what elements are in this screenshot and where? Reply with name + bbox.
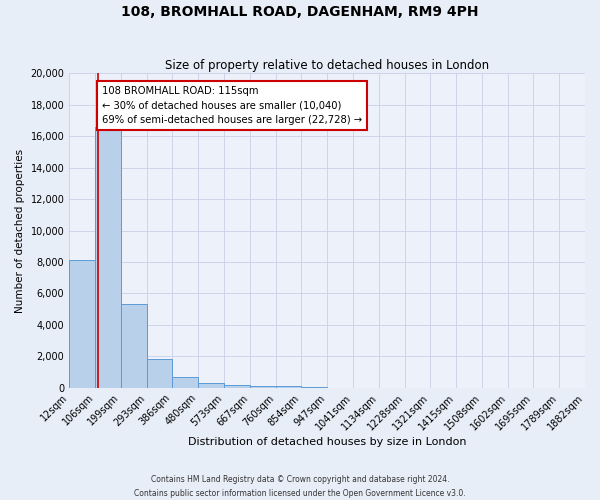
- Bar: [224, 384, 250, 388]
- Y-axis label: Number of detached properties: Number of detached properties: [15, 148, 25, 312]
- Text: Contains HM Land Registry data © Crown copyright and database right 2024.
Contai: Contains HM Land Registry data © Crown c…: [134, 476, 466, 498]
- Title: Size of property relative to detached houses in London: Size of property relative to detached ho…: [165, 59, 489, 72]
- Bar: [121, 304, 147, 388]
- Bar: [250, 386, 275, 388]
- Bar: [199, 383, 224, 388]
- Text: 108, BROMHALL ROAD, DAGENHAM, RM9 4PH: 108, BROMHALL ROAD, DAGENHAM, RM9 4PH: [121, 5, 479, 19]
- Bar: [147, 358, 172, 388]
- Bar: [301, 387, 327, 388]
- Bar: [69, 260, 95, 388]
- Text: 108 BROMHALL ROAD: 115sqm
← 30% of detached houses are smaller (10,040)
69% of s: 108 BROMHALL ROAD: 115sqm ← 30% of detac…: [102, 86, 362, 126]
- Bar: [95, 126, 121, 388]
- X-axis label: Distribution of detached houses by size in London: Distribution of detached houses by size …: [188, 438, 466, 448]
- Bar: [172, 377, 199, 388]
- Bar: [275, 386, 301, 388]
